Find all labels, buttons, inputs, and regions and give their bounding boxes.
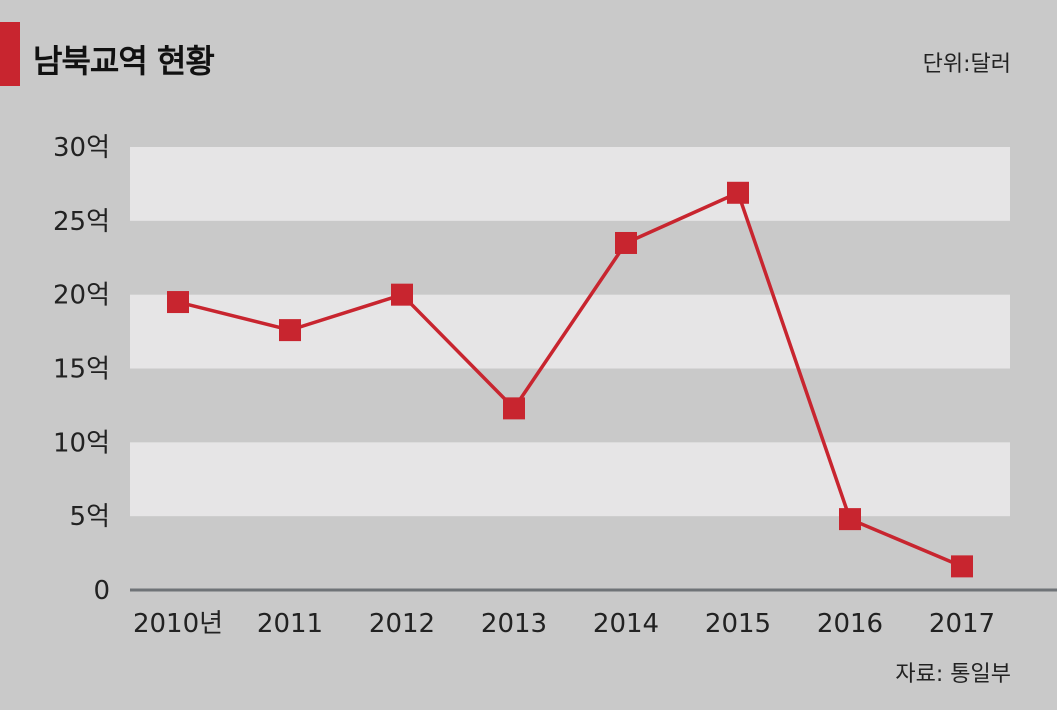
- data-point-marker: [839, 508, 861, 531]
- x-tick-label: 2015: [705, 609, 771, 639]
- y-tick-label: 20억: [53, 281, 110, 311]
- title-accent-bar: [0, 22, 20, 86]
- data-point-marker: [727, 181, 749, 204]
- series-line-group: [167, 181, 973, 578]
- x-tick-labels: 2010년 2011 2012 2013 2014 2015 2016 2017: [133, 609, 995, 639]
- y-tick-labels: 0 5억 10억 15억 20억 25억 30억: [53, 133, 110, 606]
- data-point-marker: [615, 231, 637, 254]
- y-tick-label: 5억: [70, 502, 110, 532]
- grid-bands: [130, 147, 1010, 517]
- series-line: [177, 191, 963, 568]
- y-tick-label: 0: [93, 576, 110, 606]
- x-tick-label: 2011: [257, 609, 323, 639]
- x-tick-label: 2013: [481, 609, 547, 639]
- y-tick-label: 10억: [53, 428, 110, 458]
- y-tick-label: 15억: [53, 355, 110, 385]
- y-tick-label: 30억: [53, 133, 110, 163]
- grid-band: [130, 442, 1010, 517]
- data-point-marker: [167, 291, 189, 314]
- x-tick-label: 2017: [929, 609, 995, 639]
- grid-band: [130, 147, 1010, 221]
- x-tick-label: 2016: [817, 609, 883, 639]
- source-note: 자료: 통일부: [895, 662, 1011, 687]
- data-point-marker: [503, 397, 525, 420]
- grid-band: [130, 294, 1010, 369]
- x-tick-label: 2014: [593, 609, 659, 639]
- data-point-marker: [279, 319, 301, 342]
- data-point-marker: [391, 283, 413, 306]
- x-tick-label: 2010년: [133, 609, 223, 639]
- y-tick-label: 25억: [53, 207, 110, 237]
- x-tick-label: 2012: [369, 609, 435, 639]
- chart-title: 남북교역 현황: [33, 42, 215, 80]
- unit-note: 단위:달러: [922, 52, 1011, 77]
- data-point-marker: [951, 555, 973, 578]
